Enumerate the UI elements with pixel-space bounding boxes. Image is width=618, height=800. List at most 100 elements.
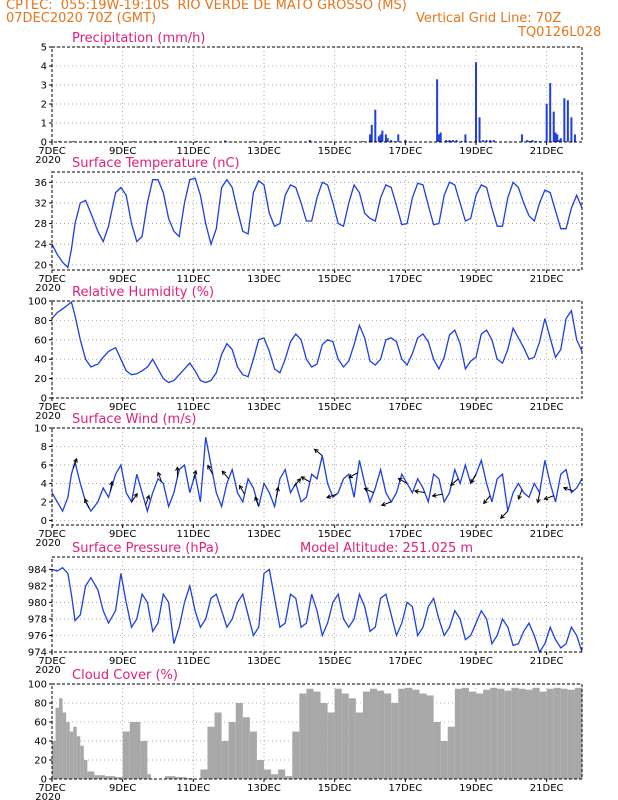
- cloud-bar: [384, 693, 392, 779]
- cloud-bar: [391, 703, 399, 779]
- header-line1: CPTEC: 055:19W-19:10S RIO VERDE DE MATO …: [6, 0, 407, 13]
- wind-arrow: [364, 487, 374, 494]
- wind-ytick-label: 10: [34, 424, 47, 435]
- cloud-bar: [105, 776, 116, 779]
- cloud-bar: [299, 693, 307, 779]
- precip-xtick-label: 13DEC: [247, 146, 281, 157]
- cloud-bar: [412, 689, 420, 779]
- precip-xtick-label: 7DEC: [38, 146, 65, 157]
- wind-arrow: [314, 448, 323, 457]
- precip-panel: [49, 46, 583, 145]
- wind-arrow: [131, 493, 138, 503]
- cloud-bar: [574, 687, 582, 779]
- wind-xtick-label: 15DEC: [318, 529, 352, 540]
- cloud-bar: [52, 741, 56, 779]
- wind-arrow-head: [192, 469, 198, 475]
- precip-ytick-label: 1: [41, 119, 47, 130]
- precip-bar: [545, 104, 548, 142]
- temp-ytick-label: 36: [34, 178, 47, 189]
- precip-bar: [526, 140, 529, 142]
- rh-xtick-label: 21DEC: [530, 402, 564, 413]
- precip-bar: [485, 140, 488, 142]
- precip-xtick-label: 21DEC: [530, 146, 564, 157]
- precip-bar: [436, 79, 439, 142]
- wind-arrow: [293, 478, 301, 487]
- rh-ytick-label: 0: [41, 394, 47, 405]
- precip-bar: [446, 141, 449, 142]
- wind-arrow-head: [326, 494, 332, 499]
- wind-arrow-head: [363, 487, 369, 492]
- wind-title: Surface Wind (m/s): [72, 412, 196, 427]
- wind-arrow: [414, 490, 425, 494]
- cloud-xtick-label: 13DEC: [247, 783, 281, 794]
- wind-arrow-head: [499, 514, 505, 519]
- wind-xtick-label: 9DEC: [109, 529, 136, 540]
- precip-bar: [452, 140, 455, 142]
- cloud-bar: [76, 736, 81, 779]
- precip-bar: [444, 140, 447, 142]
- cloud-bar: [129, 722, 141, 779]
- rh-ytick-label: 100: [28, 297, 47, 308]
- wind-arrow: [84, 498, 90, 509]
- temp-xtick-label: 13DEC: [247, 274, 281, 285]
- press-xtick-label: 17DEC: [388, 656, 422, 667]
- cloud-bar: [341, 693, 349, 779]
- precip-title: Precipitation (mm/h): [72, 31, 205, 46]
- cloud-bar: [256, 760, 264, 779]
- wind-arrow-head: [413, 489, 419, 494]
- cloud-bar: [228, 722, 236, 779]
- wind-xtick-label: 21DEC: [530, 529, 564, 540]
- precip-bar: [549, 83, 552, 142]
- wind-arrow: [145, 495, 150, 506]
- temp-ytick-label: 28: [34, 219, 47, 230]
- rh-xtick-label: 15DEC: [318, 402, 352, 413]
- wind-arrow-head: [145, 494, 151, 500]
- wind-arrow: [109, 481, 113, 492]
- cloud-bar: [200, 769, 208, 779]
- cloud-bar: [278, 769, 286, 779]
- precip-bar: [573, 134, 576, 142]
- rh-title: Relative Humidity (%): [72, 285, 214, 300]
- precip-bar: [374, 109, 377, 142]
- temp-xtick-label: 19DEC: [459, 274, 493, 285]
- cloud-bar: [398, 688, 406, 779]
- cloud-bar: [271, 774, 279, 779]
- cloud-ytick-label: 80: [34, 699, 47, 710]
- cloud-ytick-label: 100: [28, 680, 47, 691]
- wind-arrow: [381, 501, 392, 506]
- cloud-ytick-label: 40: [34, 737, 47, 748]
- precip-bar: [132, 141, 135, 142]
- cloud-bar: [175, 777, 187, 779]
- precip-bar: [482, 140, 485, 142]
- precip-bar: [520, 134, 523, 142]
- rh-ytick-label: 40: [34, 355, 47, 366]
- cloud-bar: [468, 691, 476, 779]
- wind-xtick-label: 11DEC: [176, 529, 210, 540]
- rh-series-line: [51, 300, 583, 384]
- cloud-bar: [370, 688, 378, 779]
- rh-xtick-label: 13DEC: [247, 402, 281, 413]
- wind-arrow: [500, 510, 509, 519]
- cloud-bar: [235, 703, 243, 779]
- wind-arrow: [563, 487, 574, 492]
- wind-arrow-head: [543, 495, 549, 501]
- cloud-bar: [73, 726, 77, 779]
- precip-bar: [379, 134, 382, 142]
- precip-bar: [224, 140, 227, 142]
- cloud-bar: [62, 712, 67, 779]
- temp-xtick-label: 9DEC: [109, 274, 136, 285]
- cloud-xtick-label: 17DEC: [388, 783, 422, 794]
- press-xtick-label: 11DEC: [176, 656, 210, 667]
- cloud-bar: [348, 698, 356, 779]
- wind-ytick-label: 6: [41, 460, 47, 471]
- wind-ytick-label: 4: [41, 479, 47, 490]
- precip-xtick-year: 2020: [35, 155, 60, 166]
- precip-bar: [72, 141, 75, 142]
- wind-frame: [51, 427, 583, 526]
- press-xtick-label: 21DEC: [530, 656, 564, 667]
- precip-bar: [437, 134, 440, 142]
- precip-bar: [171, 141, 174, 142]
- wind-arrow: [72, 458, 78, 469]
- cloud-bar: [320, 703, 328, 779]
- press-xtick-label: 9DEC: [109, 656, 136, 667]
